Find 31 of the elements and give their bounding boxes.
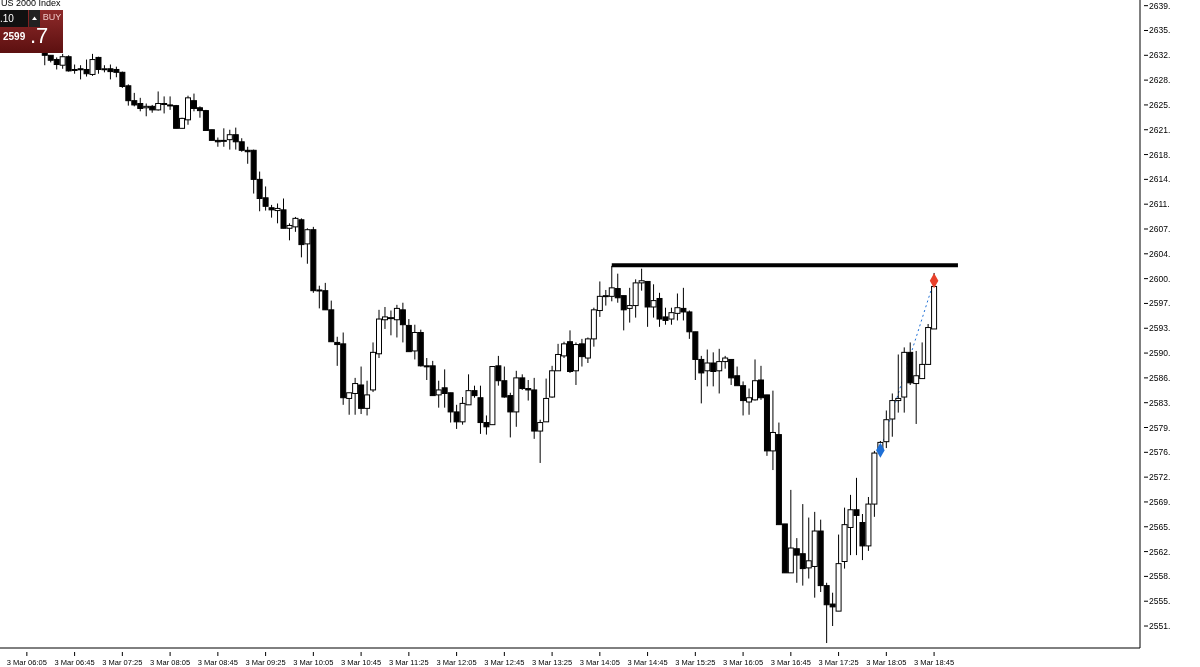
y-tick-label: 2555. — [1149, 596, 1171, 607]
annotation: 2599 — [3, 31, 26, 42]
y-tick-label: 2593. — [1149, 323, 1171, 334]
y-tick-label: 2607. — [1149, 224, 1171, 234]
annotation: .7 — [30, 23, 49, 49]
y-tick-label: 2600. — [1149, 273, 1171, 284]
y-tick-label: 2572. — [1149, 472, 1171, 483]
y-tick-label: 2632. — [1149, 50, 1171, 61]
chart-title: US 2000 Index — [1, 0, 61, 8]
y-tick-label: 2618. — [1149, 149, 1171, 160]
y-tick-label: 2576. — [1149, 447, 1171, 458]
y-tick-label: 2621. — [1149, 124, 1171, 135]
y-tick-label: 2583. — [1149, 397, 1171, 408]
y-tick-label: 2562. — [1149, 546, 1171, 557]
y-tick-label: 2614. — [1149, 174, 1171, 185]
y-tick-label: 2579. — [1149, 422, 1171, 433]
y-tick-label: 2558. — [1149, 571, 1171, 582]
annotation: .10 — [0, 10, 28, 27]
y-tick-label: 2611. — [1149, 199, 1170, 210]
y-tick-label: 2635. — [1149, 25, 1171, 36]
y-tick-label: 2625. — [1149, 99, 1171, 110]
y-tick-label: 2639. — [1149, 0, 1171, 11]
y-tick-label: 2569. — [1149, 496, 1171, 507]
y-tick-label: 2565. — [1149, 521, 1171, 532]
y-tick-label: 2586. — [1149, 372, 1171, 383]
y-tick-label: 2590. — [1149, 348, 1171, 359]
y-tick-label: 2597. — [1149, 298, 1171, 309]
annotation: BUY — [41, 12, 63, 22]
y-tick-label: 2628. — [1149, 75, 1171, 86]
y-tick-label: 2604. — [1149, 248, 1171, 259]
y-tick-label: 2551. — [1149, 621, 1171, 632]
